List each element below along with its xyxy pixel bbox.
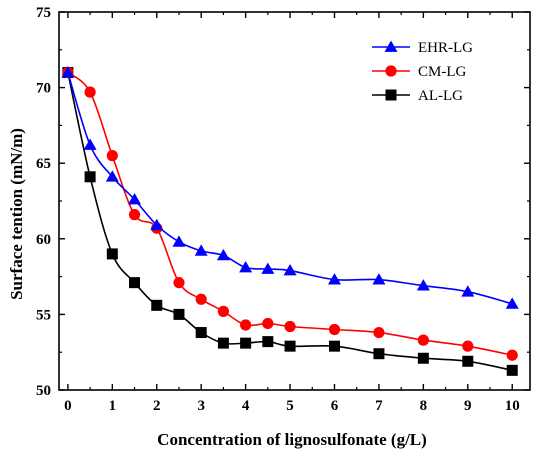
data-point-ehr-lg [83, 138, 97, 150]
data-point-cm-lg [195, 293, 207, 305]
data-point-ehr-lg [416, 279, 430, 291]
data-point-cm-lg [240, 319, 252, 331]
x-tick-label: 3 [197, 398, 205, 414]
series-line-ehr-lg [67, 72, 513, 305]
data-point-ehr-lg [128, 192, 142, 205]
y-tick-label: 75 [36, 5, 51, 21]
x-tick-label: 8 [420, 398, 428, 414]
data-point-cm-lg [417, 334, 429, 346]
data-point-cm-lg [462, 340, 474, 352]
series-cm-lg [62, 66, 518, 361]
data-point-ehr-lg [261, 262, 275, 274]
data-point-al-lg [240, 337, 252, 349]
data-point-al-lg [373, 348, 385, 360]
legend-label-ehr-lg: EHR-LG [418, 40, 473, 56]
y-tick-label: 55 [36, 307, 51, 323]
data-point-cm-lg [262, 317, 274, 330]
y-tick-label: 60 [36, 232, 51, 248]
data-point-cm-lg [84, 86, 96, 98]
data-point-al-lg [506, 364, 518, 376]
data-point-al-lg [173, 308, 185, 320]
y-tick-label: 65 [36, 156, 51, 172]
legend-marker-ehr-lg [384, 40, 398, 52]
y-tick-label: 70 [36, 81, 51, 97]
data-point-al-lg [328, 340, 340, 352]
data-point-ehr-lg [327, 273, 341, 285]
data-point-ehr-lg [372, 273, 386, 285]
y-axis-title: Surface tention (mN/m) [7, 128, 26, 300]
data-point-al-lg [462, 355, 474, 367]
series-ehr-lg [61, 65, 519, 309]
data-point-cm-lg [173, 277, 185, 289]
data-point-cm-lg [217, 305, 230, 317]
series-line-cm-lg [67, 71, 513, 356]
data-point-al-lg [217, 337, 229, 349]
data-point-cm-lg [506, 349, 518, 361]
data-point-ehr-lg [194, 244, 208, 256]
data-point-cm-lg [284, 320, 296, 333]
x-tick-label: 1 [109, 398, 117, 414]
data-point-cm-lg [128, 209, 141, 221]
x-tick-label: 9 [464, 398, 472, 414]
x-tick-label: 0 [64, 398, 72, 414]
data-point-al-lg [262, 336, 274, 348]
x-tick-label: 7 [375, 398, 383, 414]
x-tick-label: 10 [505, 398, 520, 414]
data-point-al-lg [284, 340, 296, 352]
data-point-ehr-lg [105, 170, 119, 182]
x-axis-title: Concentration of lignosulfonate (g/L) [157, 430, 427, 449]
data-point-al-lg [417, 352, 429, 364]
legend: EHR-LG CM-LG AL-LG [372, 40, 473, 104]
data-point-cm-lg [373, 326, 385, 339]
data-point-al-lg [84, 171, 96, 183]
data-point-al-lg [151, 299, 163, 311]
x-tick-label: 4 [242, 398, 250, 414]
data-point-ehr-lg [461, 285, 475, 297]
data-point-al-lg [106, 248, 118, 260]
data-point-ehr-lg [283, 264, 297, 276]
x-tick-label: 2 [153, 398, 161, 414]
x-tick-label: 6 [331, 398, 339, 414]
data-point-ehr-lg [172, 235, 186, 247]
data-point-al-lg [195, 327, 207, 339]
data-point-al-lg [129, 277, 141, 289]
legend-marker-al-lg [385, 89, 397, 101]
series-al-lg [62, 66, 518, 376]
data-point-cm-lg [328, 323, 341, 336]
data-point-ehr-lg [239, 261, 253, 273]
plot-series [61, 65, 519, 376]
y-tick-label: 50 [36, 383, 51, 399]
x-tick-label: 5 [286, 398, 294, 414]
data-point-ehr-lg [150, 218, 164, 231]
legend-marker-cm-lg [385, 65, 397, 77]
legend-label-cm-lg: CM-LG [418, 64, 467, 80]
data-point-ehr-lg [216, 248, 230, 261]
legend-label-al-lg: AL-LG [418, 88, 463, 104]
axes: 0 1 2 3 4 5 6 7 8 9 10 50 55 60 65 70 75 [36, 5, 531, 414]
data-point-cm-lg [106, 150, 118, 162]
data-point-ehr-lg [61, 65, 75, 78]
data-point-ehr-lg [505, 297, 519, 309]
